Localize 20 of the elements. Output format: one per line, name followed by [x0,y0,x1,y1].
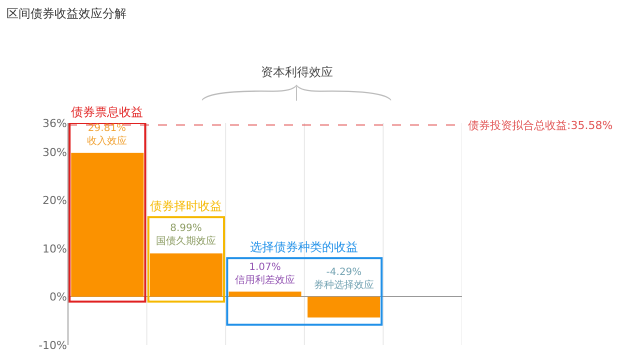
bar [228,292,302,297]
y-tick-label: 20% [42,194,67,208]
data-label: 1.07% 信用利差效应 [235,262,295,286]
bar [150,253,222,297]
data-label: 29.81% 收入效应 [87,123,127,147]
chart-title: 区间债券收益效应分解 [6,6,126,20]
y-tick-label: 30% [42,146,67,159]
y-tick-label: 0% [50,290,67,304]
bar [71,152,144,297]
text: 债券票息收益 [71,105,143,119]
y-tick-label: 10% [42,242,67,256]
ref-line-label: 债券投资拟合总收益:35.58% [468,119,613,132]
y-tick-label: -10% [38,338,67,352]
data-label: -4.29% 券种选择效应 [314,267,374,291]
text: 资本利得效应 [261,65,333,79]
data-label: 8.99% 国债久期效应 [156,223,216,247]
bar [308,296,380,318]
y-tick-label: 36% [42,116,67,130]
annotation: 选择债券种类的收益 [250,240,358,254]
annotation: 债券择时收益 [150,199,222,213]
